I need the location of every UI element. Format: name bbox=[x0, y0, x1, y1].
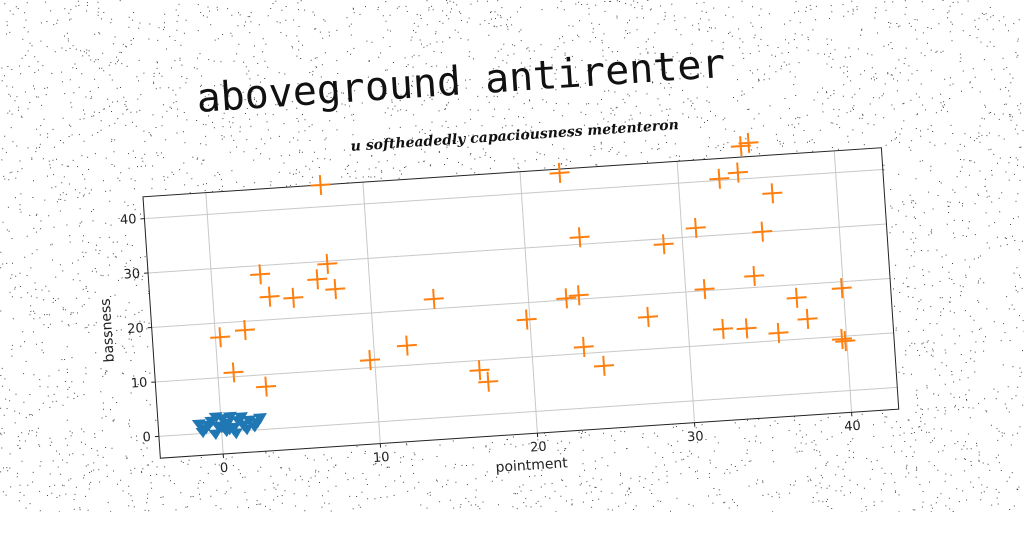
x-tick-label: 0 bbox=[220, 461, 229, 477]
x-tick-label: 30 bbox=[687, 429, 705, 445]
y-tick-label: 0 bbox=[142, 430, 151, 446]
x-axis-label: pointment bbox=[495, 455, 569, 476]
y-tick-label: 10 bbox=[130, 376, 148, 392]
y-axis-label: bassness bbox=[98, 298, 118, 363]
x-tick-label: 20 bbox=[530, 440, 548, 456]
x-tick-label: 40 bbox=[844, 419, 862, 435]
y-tick-label: 30 bbox=[123, 267, 141, 283]
y-tick-label: 20 bbox=[127, 321, 145, 337]
y-tick-label: 40 bbox=[119, 212, 137, 228]
x-tick-label: 10 bbox=[373, 450, 391, 466]
